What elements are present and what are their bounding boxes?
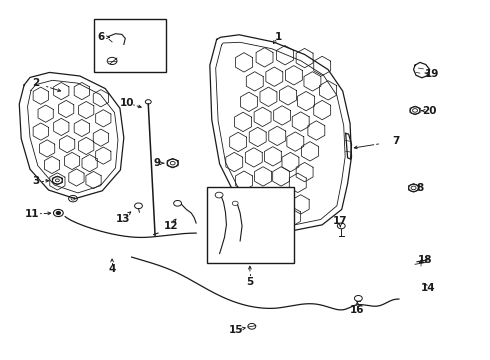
Text: 2: 2 [32,78,40,88]
Text: 8: 8 [416,183,423,193]
Bar [94,19,166,72]
Text: 10: 10 [120,98,134,108]
Text: 9: 9 [153,158,161,168]
Text: 16: 16 [350,305,365,315]
Text: 1: 1 [274,32,282,41]
Text: 4: 4 [108,264,116,274]
Text: 12: 12 [164,221,178,230]
Text: 20: 20 [422,106,437,116]
Text: 6: 6 [97,32,104,42]
Text: 3: 3 [32,176,40,186]
Text: 5: 5 [246,277,253,287]
Text: 17: 17 [333,216,347,226]
Text: 7: 7 [392,136,399,146]
Text: 14: 14 [421,283,436,293]
Circle shape [56,212,60,215]
Text: 11: 11 [24,209,39,219]
Text: 13: 13 [116,214,130,224]
Text: 19: 19 [424,69,439,79]
Text: 18: 18 [417,255,432,265]
Text: 15: 15 [229,325,244,335]
Bar [207,187,294,263]
